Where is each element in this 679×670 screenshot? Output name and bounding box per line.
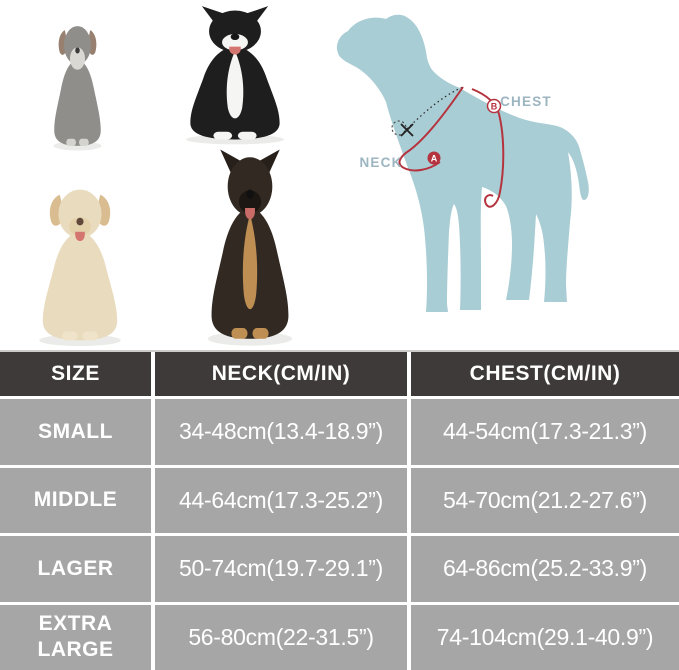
header-chest: CHEST(CM/IN) [411,352,679,396]
nose [230,33,240,41]
right-paw [82,331,98,341]
left-paw [231,328,248,339]
row-extra-large-chest: 74-104cm(29.1-40.9”) [411,604,679,670]
beard [70,47,85,70]
head [58,189,102,239]
tongue [75,231,85,242]
body-silhouette [42,230,118,341]
dog-silhouette [336,14,589,313]
row-small-neck: 34-48cm(13.4-18.9”) [155,399,407,465]
x-mark-icon [400,123,414,137]
row-lager-size: LAGER [0,536,151,602]
row-small-size: SMALL [0,399,151,465]
tongue [245,208,255,220]
row-small-chest: 44-54cm(17.3-21.3”) [411,399,679,465]
row-middle-chest: 54-70cm(21.2-27.6”) [411,467,679,533]
neck-measure-line [398,86,464,172]
nose [75,47,80,54]
head [209,10,261,53]
chest-patch [242,214,258,310]
marker-a-label: A [431,154,438,164]
muzzle [69,217,91,237]
head [227,157,273,216]
left-paw [62,331,78,341]
photo-border-collie [186,6,284,145]
neck-guide-dotted-line [403,86,464,133]
muzzle [238,190,262,214]
right-paw [252,328,269,339]
marker-b-circle [486,98,502,114]
photo-miniature-schnauzer [53,26,102,151]
row-middle-size: MIDDLE [0,467,151,533]
size-table: SIZE NECK(CM/IN) CHEST(CM/IN) SMALL 34-4… [0,350,679,670]
row-lager-neck: 50-74cm(19.7-29.1”) [155,536,407,602]
dog-measurement-diagram: A B NECK CHEST [336,14,589,313]
neck-label: NECK [359,155,402,170]
photo-labrador-retriever [39,189,121,347]
header-neck: NECK(CM/IN) [155,352,407,396]
body-silhouette [54,58,101,146]
right-paw [79,138,89,146]
row-extra-large-neck: 56-80cm(22-31.5”) [155,604,407,670]
tongue [229,46,241,55]
header-size: SIZE [0,352,151,396]
row-extra-large-size: EXTRA LARGE [0,604,151,670]
marker-a-circle [427,151,441,165]
photo-german-shepherd [207,149,293,346]
left-paw [213,131,233,140]
nose [76,217,84,226]
chest-blaze [226,50,244,119]
marker-b-label: B [491,102,498,112]
row-lager-chest: 64-86cm(25.2-33.9”) [411,536,679,602]
muzzle [222,34,248,51]
chest-label: CHEST [500,94,552,109]
nose [246,189,254,199]
right-paw [237,131,257,140]
left-paw [66,138,76,146]
row-middle-neck: 44-64cm(17.3-25.2”) [155,467,407,533]
